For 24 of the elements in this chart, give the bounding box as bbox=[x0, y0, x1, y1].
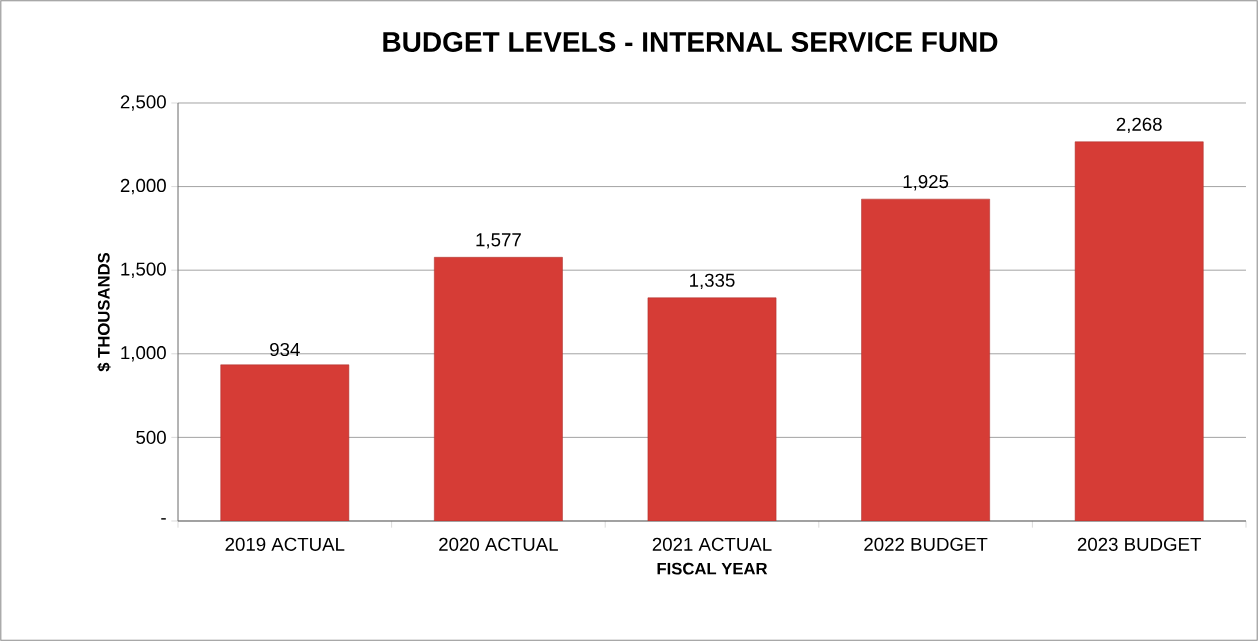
chart-title: BUDGET LEVELS - INTERNAL SERVICE FUND bbox=[383, 32, 998, 52]
x-tick-label: 2019 ACTUAL bbox=[225, 537, 345, 551]
bar bbox=[220, 364, 350, 521]
bar bbox=[861, 198, 990, 521]
bar bbox=[434, 257, 563, 521]
y-tick-label: 1,000 bbox=[121, 346, 166, 362]
y-tick-label: 500 bbox=[136, 430, 166, 444]
data-label: 1,577 bbox=[476, 233, 521, 249]
y-tick-label: 2,000 bbox=[120, 178, 166, 195]
bar bbox=[647, 297, 777, 521]
x-tick-label: 2020 ACTUAL bbox=[439, 537, 558, 551]
y-tick-label: - bbox=[161, 518, 166, 520]
y-tick-label: 2,500 bbox=[120, 95, 166, 111]
data-label: 2,268 bbox=[1116, 117, 1162, 134]
bar bbox=[1074, 141, 1204, 521]
data-label: 1,335 bbox=[690, 273, 735, 290]
y-axis-title: $ THOUSANDS bbox=[97, 252, 111, 372]
data-label: 934 bbox=[270, 342, 300, 357]
x-tick-label: 2022 BUDGET bbox=[864, 537, 988, 551]
y-tick-label: 1,500 bbox=[121, 262, 166, 278]
data-label: 1,925 bbox=[903, 174, 949, 191]
x-tick-label: 2021 ACTUAL bbox=[652, 537, 772, 551]
x-axis-title: FISCAL YEAR bbox=[657, 562, 768, 575]
x-tick-label: 2023 BUDGET bbox=[1077, 537, 1201, 551]
